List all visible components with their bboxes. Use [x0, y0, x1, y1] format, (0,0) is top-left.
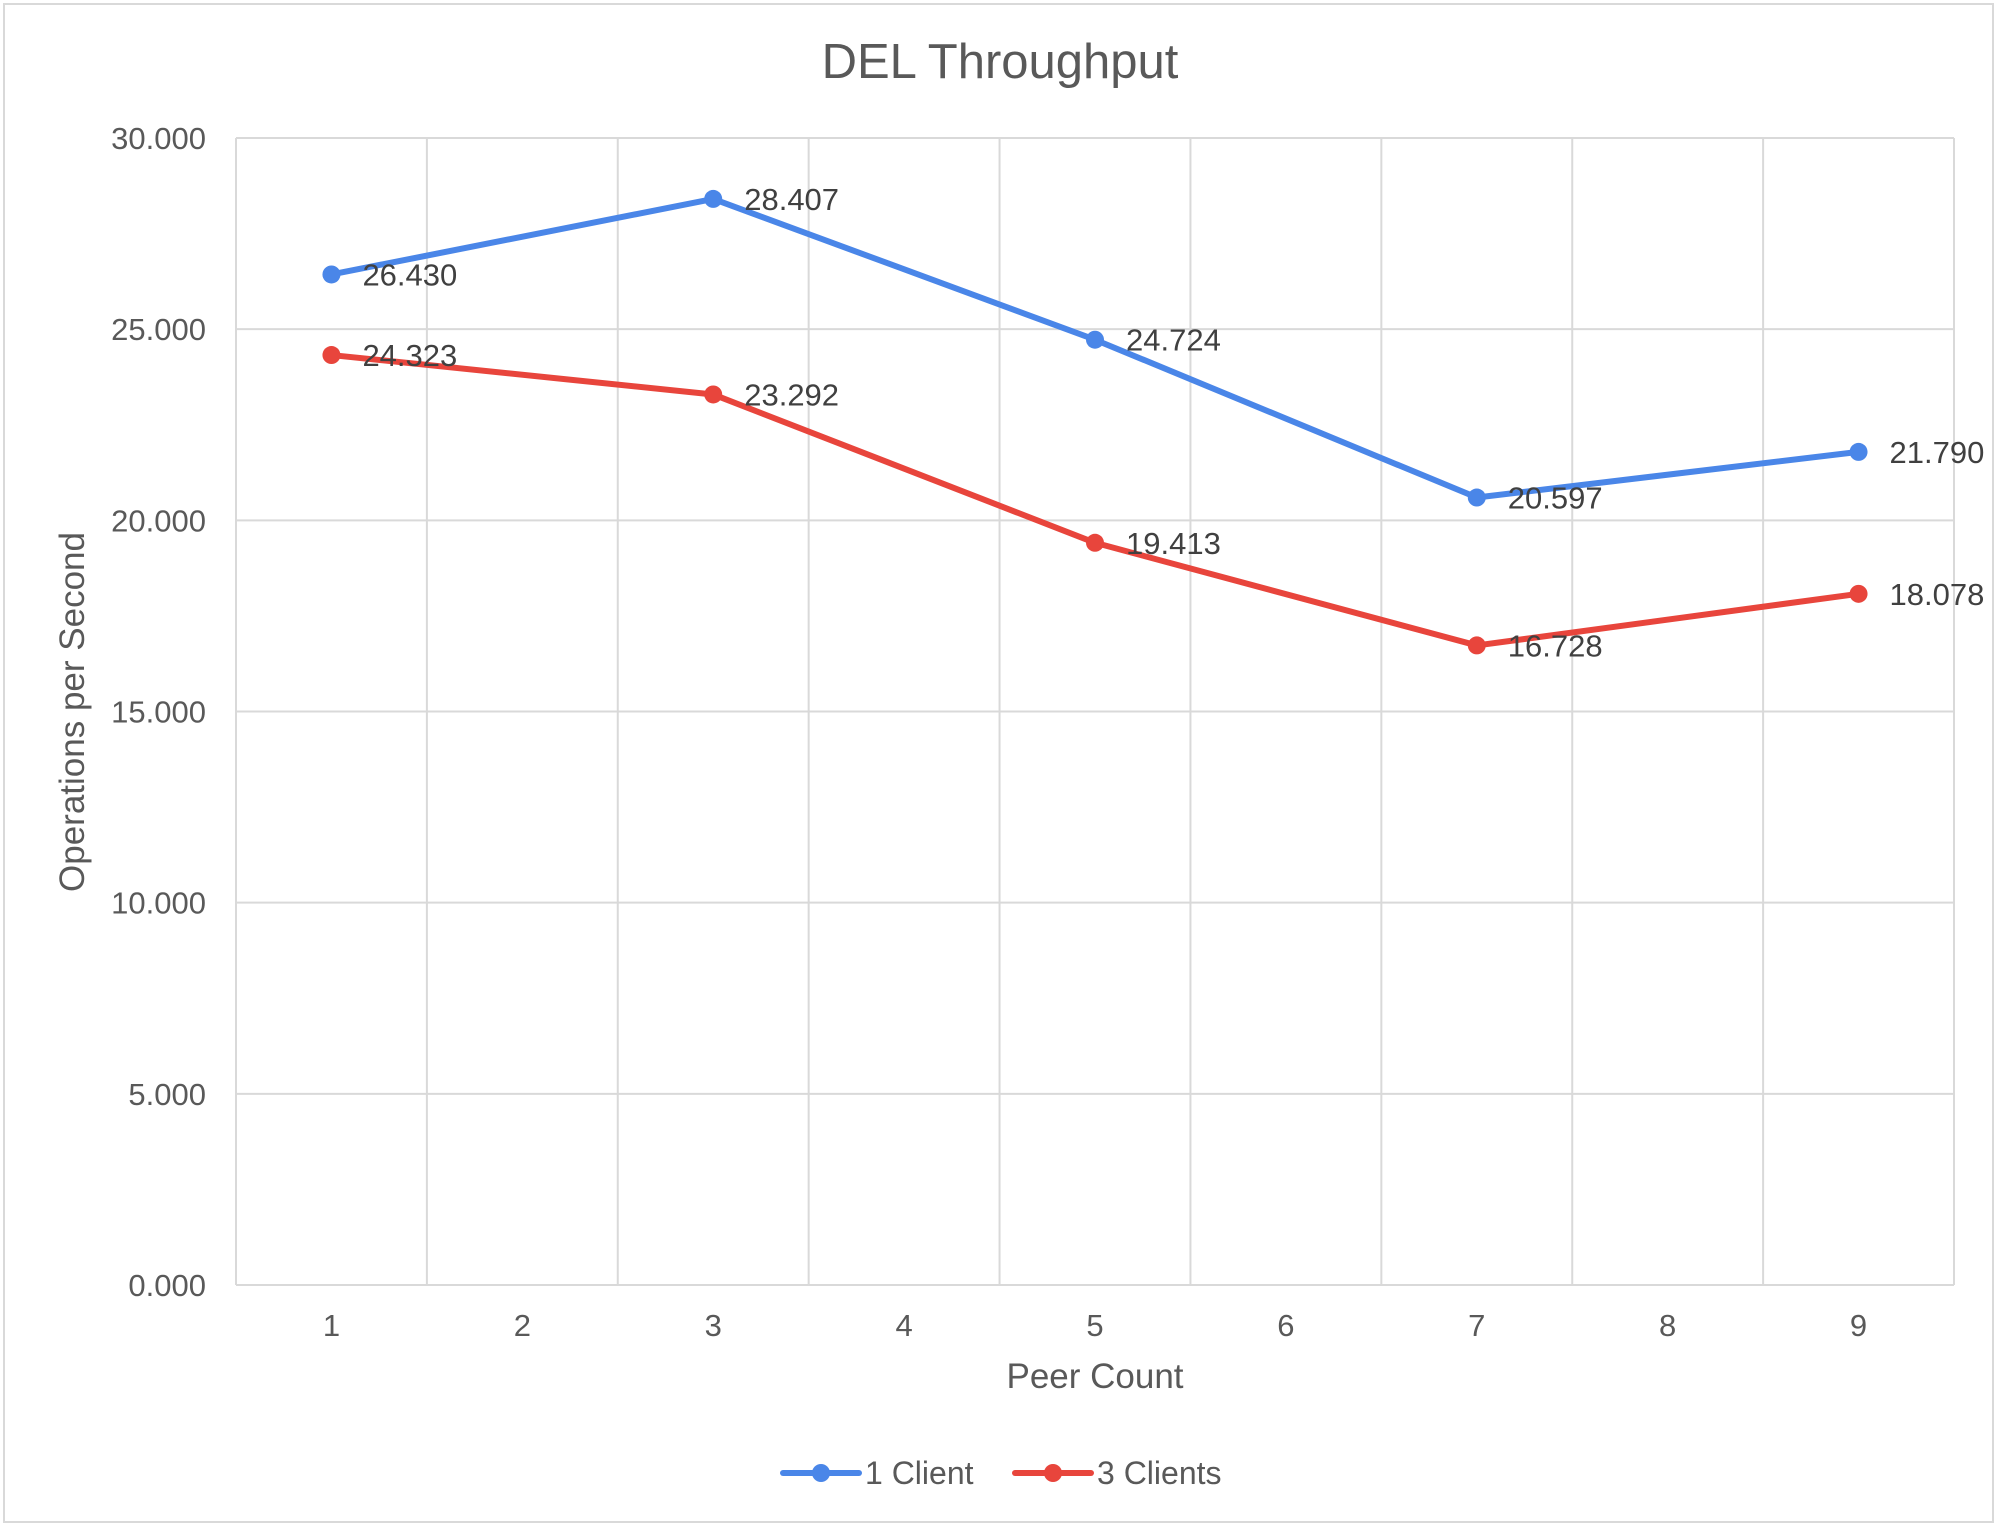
data-point [1467, 488, 1486, 507]
data-point [322, 346, 341, 365]
data-label: 24.724 [1126, 323, 1221, 358]
x-tick-label: 2 [514, 1308, 531, 1343]
chart-frame [3, 3, 1994, 1523]
x-axis-title: Peer Count [1006, 1357, 1183, 1396]
legend-label: 3 Clients [1097, 1455, 1222, 1491]
data-point [1086, 330, 1104, 349]
series-line-2 [328, 352, 1862, 649]
y-axis-ticks: 0.000 5.000 10.000 15.000 20.000 25.000 30.000 [111, 121, 206, 1303]
x-tick-label: 5 [1086, 1308, 1103, 1343]
x-tick-label: 6 [1277, 1308, 1294, 1343]
data-label: 18.078 [1890, 577, 1985, 612]
legend-label: 1 Client [865, 1455, 974, 1491]
x-tick-label: 9 [1850, 1308, 1867, 1343]
x-tick-label: 4 [895, 1308, 912, 1343]
data-label: 20.597 [1508, 481, 1603, 516]
legend-marker [812, 1464, 830, 1482]
data-label: 28.407 [744, 182, 839, 217]
grid-lines [235, 137, 1955, 1286]
y-tick-label: 15.000 [111, 695, 206, 730]
y-tick-label: 5.000 [128, 1077, 206, 1112]
data-point [322, 265, 341, 284]
y-tick-label: 10.000 [111, 886, 206, 921]
x-tick-label: 3 [705, 1308, 722, 1343]
chart-title: DEL Throughput [822, 35, 1179, 89]
y-axis-title: Operations per Second [53, 532, 92, 892]
legend-item-2: 3 Clients [1012, 1455, 1222, 1491]
x-tick-label: 8 [1659, 1308, 1676, 1343]
data-point [1467, 636, 1486, 655]
data-point [1849, 442, 1868, 461]
x-tick-label: 1 [323, 1308, 340, 1343]
y-tick-label: 30.000 [111, 121, 206, 156]
data-point [1849, 584, 1868, 603]
data-label: 26.430 [362, 257, 457, 292]
legend: 1 Client 3 Clients [780, 1455, 1222, 1491]
data-label: 23.292 [744, 377, 839, 412]
data-label: 21.790 [1890, 435, 1985, 470]
data-point [1086, 533, 1104, 552]
x-axis-ticks: 1 2 3 4 5 6 7 8 9 [323, 1308, 1867, 1343]
legend-item-1: 1 Client [780, 1455, 974, 1491]
x-tick-label: 7 [1468, 1308, 1485, 1343]
legend-marker [1044, 1464, 1062, 1482]
y-tick-label: 20.000 [111, 503, 206, 538]
data-labels: 26.430 28.407 24.724 20.597 21.790 24.323 23.2… [362, 182, 1984, 664]
y-tick-label: 25.000 [111, 312, 206, 347]
series-lines [322, 189, 1868, 655]
data-point [704, 189, 723, 208]
y-tick-label: 0.000 [128, 1268, 206, 1303]
data-label: 16.728 [1508, 628, 1603, 663]
data-point [704, 385, 723, 404]
data-label: 24.323 [362, 338, 457, 373]
data-label: 19.413 [1126, 526, 1221, 561]
